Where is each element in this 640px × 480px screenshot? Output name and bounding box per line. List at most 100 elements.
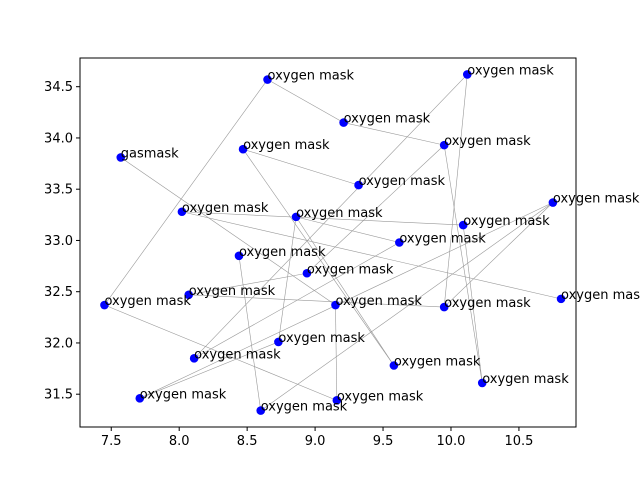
- edge-line: [335, 305, 338, 401]
- y-tick-label: 32.0: [44, 336, 73, 351]
- edge-line: [443, 74, 468, 308]
- edge-line: [139, 202, 554, 399]
- point-label: oxygen mask: [561, 288, 640, 303]
- point-label: oxygen mask: [344, 112, 431, 127]
- edge-line: [462, 225, 483, 383]
- point-label: oxygen mask: [278, 331, 365, 346]
- point-label: oxygen mask: [467, 63, 554, 78]
- edge-line: [343, 122, 445, 146]
- edge-line: [242, 148, 359, 186]
- edge-line: [238, 255, 262, 411]
- edge-line: [188, 272, 307, 296]
- edge-line: [104, 304, 337, 401]
- data-point: [389, 361, 399, 370]
- point-label: oxygen mask: [482, 372, 569, 387]
- point-label: oxygen mask: [104, 294, 191, 309]
- data-point: [135, 394, 145, 403]
- y-tick-label: 32.5: [44, 285, 73, 300]
- point-label: oxygen mask: [359, 174, 446, 189]
- data-point: [439, 302, 449, 312]
- x-tick-label: 10.5: [504, 434, 533, 449]
- edge-line: [295, 216, 395, 366]
- point-label: oxygen mask: [296, 206, 383, 221]
- data-point: [548, 198, 558, 207]
- point-label: oxygen mask: [307, 262, 394, 277]
- data-point: [439, 140, 449, 150]
- point-label: oxygen mask: [243, 138, 330, 153]
- edge-line: [295, 216, 400, 243]
- point-label: oxygen mask: [337, 389, 424, 404]
- plot-frame: [79, 57, 577, 428]
- y-tick-label: 34.5: [44, 80, 73, 95]
- data-point: [263, 75, 272, 84]
- y-tick-label: 31.5: [44, 388, 73, 403]
- edge-line: [443, 202, 554, 308]
- point-label: oxygen mask: [189, 284, 276, 299]
- data-point: [234, 251, 244, 261]
- x-tick-label: 9.0: [305, 434, 326, 449]
- data-point: [256, 406, 266, 415]
- edge-line: [188, 294, 445, 308]
- point-label: oxygen mask: [261, 400, 348, 415]
- edge-line: [443, 145, 483, 383]
- x-axis: 7.5 8.0 8.5 9.0 9.5 10.0 10.5: [101, 427, 533, 449]
- edges-layer: [104, 74, 562, 411]
- point-label: oxygen mask: [140, 387, 227, 402]
- edge-line: [139, 341, 279, 399]
- point-label: oxygen mask: [182, 201, 269, 216]
- point-label: oxygen mask: [399, 232, 486, 247]
- x-tick-label: 9.5: [373, 434, 394, 449]
- y-tick-label: 34.0: [44, 131, 73, 146]
- data-point: [354, 180, 363, 190]
- data-point: [332, 396, 342, 405]
- edge-line: [242, 149, 395, 366]
- x-tick-label: 7.5: [101, 434, 122, 449]
- data-point: [177, 207, 187, 217]
- point-label: oxygen mask: [394, 355, 481, 370]
- point-label: oxygen mask: [239, 245, 326, 260]
- data-point: [339, 118, 348, 127]
- edge-line: [278, 216, 297, 342]
- data-point: [189, 354, 199, 363]
- y-tick-label: 33.0: [44, 234, 73, 249]
- point-label: oxygen mask: [268, 69, 355, 84]
- edge-line: [306, 144, 445, 274]
- data-point: [116, 153, 126, 162]
- data-point: [395, 238, 404, 247]
- data-point: [331, 300, 340, 310]
- edge-line: [104, 79, 268, 306]
- data-point: [238, 144, 248, 154]
- point-label: oxygen mask: [335, 294, 422, 309]
- edge-line: [267, 79, 344, 123]
- data-point: [184, 290, 194, 300]
- point-label: oxygen mask: [463, 214, 550, 229]
- edge-line: [194, 242, 400, 359]
- edge-line: [181, 211, 464, 226]
- y-axis: 31.5 32.0 32.5 33.0 33.5 34.0 34.5: [44, 80, 80, 403]
- edge-line: [260, 202, 554, 411]
- data-point: [100, 300, 109, 310]
- edge-line: [120, 157, 336, 306]
- data-point: [302, 268, 312, 278]
- x-tick-label: 8.0: [169, 434, 190, 449]
- point-label: oxygen mask: [444, 296, 531, 311]
- data-point: [462, 70, 472, 79]
- edge-line: [181, 211, 562, 300]
- points-layer: [100, 70, 566, 415]
- data-point: [458, 220, 468, 230]
- y-tick-label: 33.5: [44, 183, 73, 198]
- data-point: [291, 212, 301, 222]
- data-point: [274, 337, 283, 347]
- point-label: gasmask: [121, 146, 179, 161]
- data-point: [477, 378, 487, 388]
- edge-line: [193, 74, 468, 359]
- point-label: oxygen mask: [194, 347, 281, 362]
- x-tick-label: 10.0: [437, 434, 466, 449]
- x-tick-label: 8.5: [237, 434, 258, 449]
- point-label: oxygen mask: [444, 134, 531, 149]
- point-label: oxygen mask: [553, 192, 640, 207]
- data-point: [556, 294, 566, 304]
